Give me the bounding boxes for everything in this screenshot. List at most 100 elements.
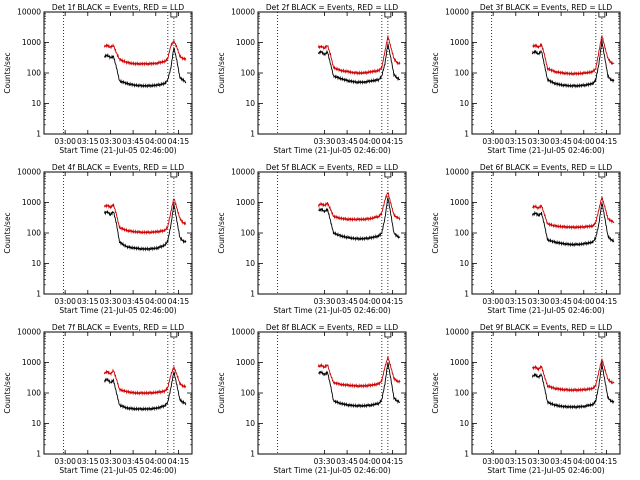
x-tick-label: 04:00 [359,457,381,466]
series-line-black [317,43,401,85]
y-tick-label: 1000 [22,198,41,207]
series-line-red [532,35,615,77]
x-tick-label: 04:15 [382,137,404,146]
y-tick-label: 10000 [445,168,469,177]
marker-square [170,331,178,338]
y-tick-label: 1 [464,130,469,139]
y-tick-label: 1 [36,130,41,139]
y-tick-label: 1000 [450,198,469,207]
y-tick-label: 1000 [236,358,255,367]
x-axis-label: Start Time (21-Jul-05 02:46:00) [59,146,176,155]
x-axis-label: Start Time (21-Jul-05 02:46:00) [59,466,176,475]
y-tick-label: 1000 [450,358,469,367]
x-axis-label: Start Time (21-Jul-05 02:46:00) [273,306,390,315]
x-tick-label: 03:30 [528,137,550,146]
x-tick-label: 03:30 [528,457,550,466]
x-tick-label: 03:30 [314,297,336,306]
y-tick-label: 1 [36,450,41,459]
x-tick-label: 03:45 [122,137,144,146]
series-line-red [317,35,401,76]
x-tick-label: 03:45 [122,297,144,306]
series-line-black [531,362,615,410]
x-tick-label: 03:45 [550,297,572,306]
y-tick-label: 10000 [445,328,469,337]
y-tick-label: 10 [245,259,255,268]
y-tick-label: 10000 [17,8,41,17]
x-tick-label: 04:15 [596,457,618,466]
x-axis-label: Start Time (21-Jul-05 02:46:00) [487,146,604,155]
series-line-black [103,203,187,252]
series-line-black [531,202,615,248]
x-axis-label: Start Time (21-Jul-05 02:46:00) [273,146,390,155]
y-axis-label: Counts/sec [217,52,226,93]
panel-title: Det 9f BLACK = Events, RED = LLD [480,323,613,332]
x-tick-label: 04:00 [145,457,167,466]
y-tick-label: 100 [455,389,470,398]
x-tick-label: 03:15 [77,297,99,306]
panel-title: Det 3f BLACK = Events, RED = LLD [480,3,613,12]
chart-panel-7: Det 7f BLACK = Events, RED = LLD 1 10 100 10… [3,323,193,475]
marker-square [170,171,178,178]
y-tick-label: 1000 [450,38,469,47]
y-tick-label: 10 [459,419,469,428]
y-tick-label: 100 [241,229,256,238]
marker-square [170,11,178,18]
x-tick-label: 04:00 [573,297,595,306]
x-tick-label: 04:15 [596,297,618,306]
y-axis-label: Counts/sec [3,212,12,253]
y-tick-label: 10 [245,419,255,428]
series-line-black [103,371,187,412]
chart-panel-4: Det 4f BLACK = Events, RED = LLD 1 10 100 10… [3,163,193,315]
series-line-black [104,46,187,89]
y-tick-label: 1 [36,290,41,299]
x-tick-label: 03:45 [336,297,358,306]
series-line-red [532,358,615,393]
panel-title: Det 8f BLACK = Events, RED = LLD [266,323,399,332]
x-tick-label: 04:15 [596,137,618,146]
y-axis-label: Counts/sec [3,372,12,413]
y-tick-label: 1 [464,290,469,299]
panel-title: Det 2f BLACK = Events, RED = LLD [266,3,399,12]
x-tick-label: 03:30 [314,137,336,146]
panel-title: Det 5f BLACK = Events, RED = LLD [266,163,399,172]
x-tick-label: 04:15 [382,457,404,466]
marker-square [598,11,606,18]
x-tick-label: 04:15 [168,137,190,146]
x-tick-label: 03:45 [336,137,358,146]
y-axis-label: Counts/sec [431,212,440,253]
y-tick-label: 10000 [17,328,41,337]
x-tick-label: 03:00 [482,137,504,146]
series-line-red [103,40,187,67]
x-tick-label: 03:30 [100,137,122,146]
y-tick-label: 100 [455,229,470,238]
chart-panel-3: Det 3f BLACK = Events, RED = LLD 1 10 100 10… [431,3,621,155]
y-tick-label: 1 [250,130,255,139]
panel-title: Det 7f BLACK = Events, RED = LLD [52,323,185,332]
x-tick-label: 04:15 [382,297,404,306]
panel-title: Det 1f BLACK = Events, RED = LLD [52,3,185,12]
x-tick-label: 03:30 [528,297,550,306]
y-tick-label: 100 [241,69,256,78]
x-tick-label: 04:15 [168,297,190,306]
x-tick-label: 03:00 [54,457,76,466]
y-tick-label: 100 [455,69,470,78]
y-tick-label: 100 [27,229,42,238]
chart-panel-2: Det 2f BLACK = Events, RED = LLD 1 10 100 10… [217,3,407,155]
x-tick-label: 03:30 [314,457,336,466]
y-tick-label: 100 [27,389,42,398]
x-axis-label: Start Time (21-Jul-05 02:46:00) [273,466,390,475]
x-tick-label: 03:15 [505,297,527,306]
panel-title: Det 4f BLACK = Events, RED = LLD [52,163,185,172]
x-tick-label: 03:00 [54,137,76,146]
y-tick-label: 1 [250,450,255,459]
x-axis-label: Start Time (21-Jul-05 02:46:00) [59,306,176,315]
x-tick-label: 03:45 [122,457,144,466]
marker-square [598,171,606,178]
y-axis-label: Counts/sec [217,212,226,253]
marker-square [598,331,606,338]
y-tick-label: 100 [241,389,256,398]
x-axis-label: Start Time (21-Jul-05 02:46:00) [487,306,604,315]
plot-frame [257,11,407,135]
y-tick-label: 10 [31,99,41,108]
